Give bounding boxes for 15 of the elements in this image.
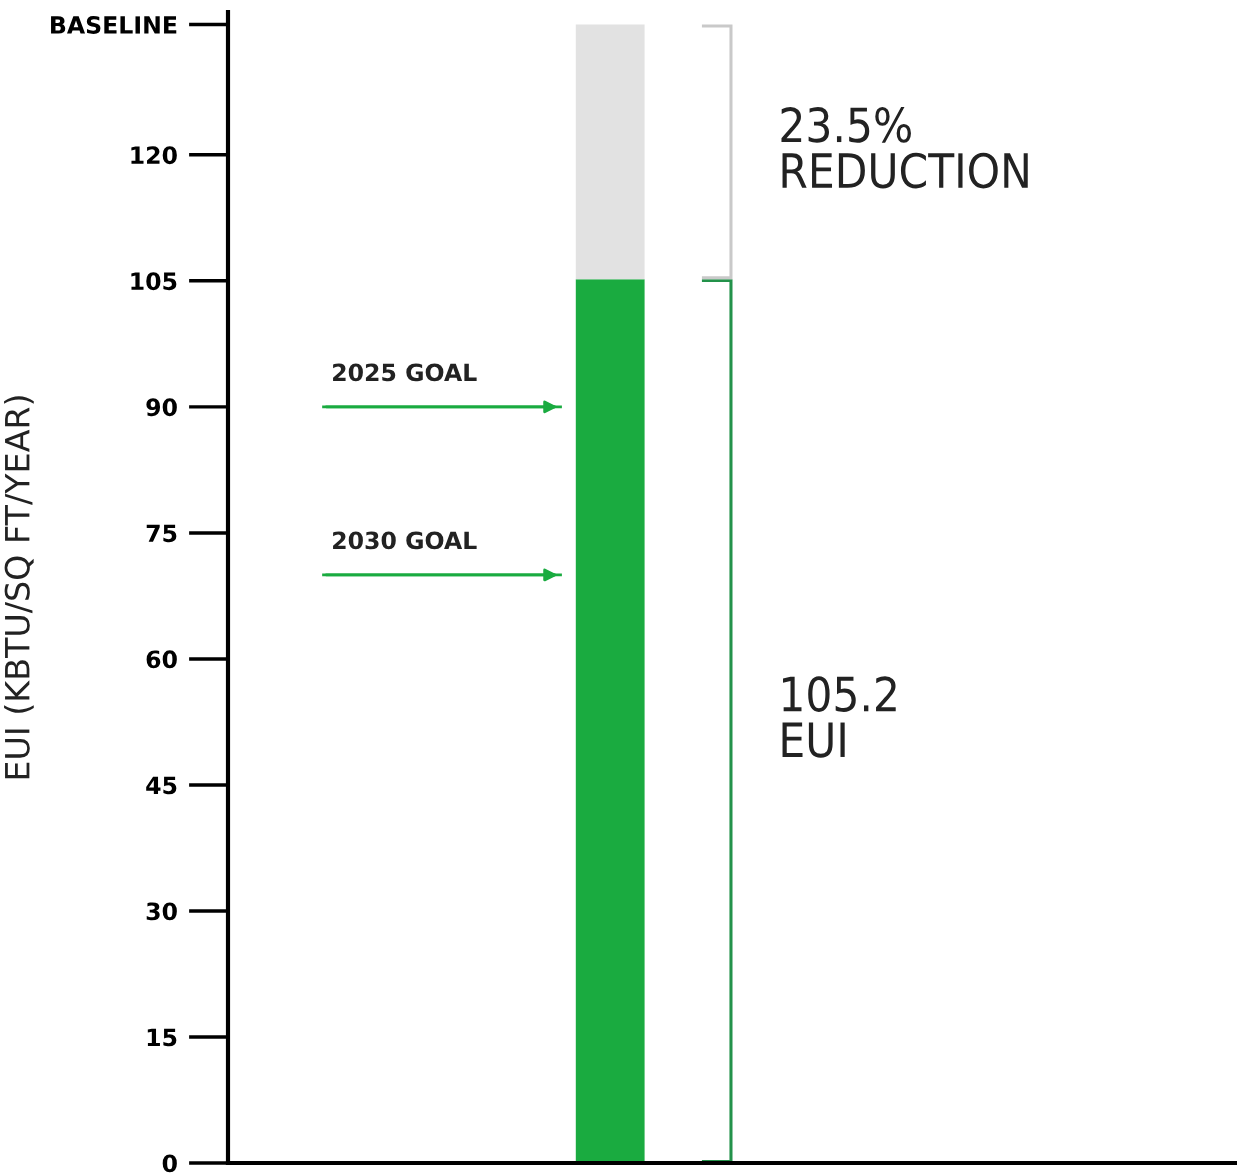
annotation: 105.2 EUI [782,676,896,758]
y-tick-label: BASELINE [51,16,177,34]
y-tick-label: 0 [162,1154,177,1173]
ref-line-label: 2030 GOAL [333,531,477,550]
ref-line-label: 2025 GOAL [333,363,477,382]
y-tick-label: 90 [146,398,177,417]
y-tick-label: 30 [146,902,177,921]
annotation: 23.5% REDUCTION [781,107,1028,189]
y-tick-label: 105 [131,272,177,291]
y-tick-label: 75 [146,524,177,543]
y-tick-label: 15 [147,1028,177,1047]
y-axis-title: EUI (KBTU/SQ FT/YEAR) [4,396,34,779]
y-tick-label: 45 [146,776,177,795]
y-tick-label: 60 [146,650,177,669]
y-tick-label: 120 [131,146,177,165]
